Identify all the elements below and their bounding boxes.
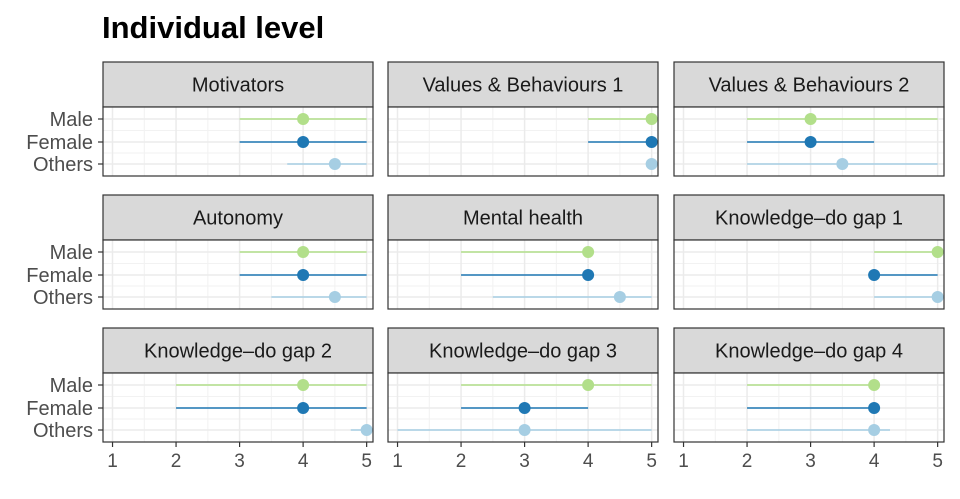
facet-label: Knowledge–do gap 3 [429,341,617,363]
point-others [645,158,658,170]
x-tick-label: 5 [646,451,657,472]
facet-label: Mental health [463,208,583,230]
facet-strip [387,61,659,108]
point-male [804,113,817,125]
point-female [645,136,658,148]
x-tick-label: 2 [456,451,467,472]
panel-border [387,106,659,177]
point-others [328,158,341,170]
panel-border [673,106,945,177]
facet-strip [387,194,659,241]
facet-9: Knowledge–do gap 4 1 2 3 4 5 [673,327,945,472]
facet-6: Knowledge–do gap 1 [673,194,945,310]
point-others [328,291,341,303]
point-female [868,402,881,414]
x-tick-label: 1 [107,451,118,472]
x-tick-label: 2 [171,451,182,472]
x-tick-label: 3 [805,451,816,472]
panel-border [673,372,945,443]
point-male [645,113,658,125]
x-tick-label: 1 [678,451,689,472]
point-male [931,246,944,258]
facet-8: Knowledge–do gap 3 1 2 3 4 5 [387,327,659,472]
point-female [868,269,881,281]
y-tick-label: Male [50,109,93,131]
y-tick-label: Others [33,154,93,176]
point-others [518,424,531,436]
y-tick-label: Female [26,265,93,287]
x-tick-label: 1 [392,451,403,472]
point-others [868,424,881,436]
point-others [931,291,944,303]
point-male [297,379,310,391]
point-male [297,113,310,125]
facet-strip [102,61,374,108]
y-tick-label: Female [26,398,93,420]
facet-label: Motivators [192,75,284,97]
facet-label: Knowledge–do gap 4 [715,341,903,363]
point-female [804,136,817,148]
x-tick-label: 4 [298,451,309,472]
facet-strip [102,194,374,241]
y-tick-label: Female [26,132,93,154]
point-female [297,402,310,414]
facet-strip [673,61,945,108]
point-others [613,291,626,303]
x-tick-label: 3 [234,451,245,472]
point-female [518,402,531,414]
panel-border [387,239,659,310]
facet-2: Values & Behaviours 1 [387,61,659,177]
point-male [868,379,881,391]
x-tick-label: 5 [361,451,372,472]
facet-label: Knowledge–do gap 2 [144,341,332,363]
point-male [582,379,595,391]
y-tick-label: Others [33,287,93,309]
y-tick-label: Male [50,242,93,264]
point-female [297,136,310,148]
facet-5: Mental health [387,194,659,310]
facet-label: Autonomy [193,208,283,230]
point-male [582,246,595,258]
facet-label: Knowledge–do gap 1 [715,208,903,230]
y-tick-label: Male [50,375,93,397]
point-female [297,269,310,281]
facet-strip [102,327,374,374]
y-tick-label: Others [33,420,93,442]
point-others [360,424,373,436]
point-others [836,158,849,170]
facet-label: Values & Behaviours 1 [423,75,624,97]
x-tick-label: 5 [932,451,943,472]
facet-strip [387,327,659,374]
x-tick-label: 4 [869,451,880,472]
facet-label: Values & Behaviours 2 [709,75,910,97]
panel-border [673,239,945,310]
x-tick-label: 4 [583,451,594,472]
x-tick-label: 2 [742,451,753,472]
x-tick-label: 3 [519,451,530,472]
facet-strip [673,327,945,374]
chart-title: Individual level [102,10,325,45]
facet-3: Values & Behaviours 2 [673,61,945,177]
point-male [297,246,310,258]
point-female [582,269,595,281]
panel-border [387,372,659,443]
